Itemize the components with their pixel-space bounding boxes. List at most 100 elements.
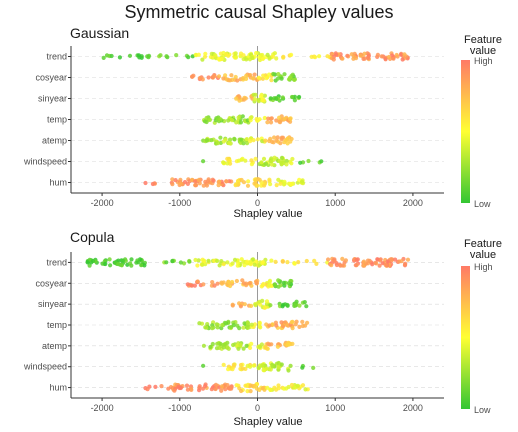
data-point bbox=[197, 75, 203, 81]
data-point bbox=[174, 53, 179, 58]
data-point bbox=[254, 281, 259, 286]
data-point bbox=[297, 324, 302, 329]
data-point bbox=[290, 326, 295, 331]
data-point bbox=[288, 117, 293, 122]
data-point bbox=[343, 258, 348, 263]
data-point bbox=[257, 55, 262, 60]
data-point bbox=[253, 156, 258, 161]
data-point bbox=[257, 117, 262, 122]
feature-label: sinyear bbox=[38, 299, 67, 309]
legend-colorbar bbox=[461, 60, 470, 203]
data-point bbox=[136, 53, 141, 58]
data-point bbox=[239, 137, 244, 142]
data-point bbox=[266, 282, 272, 288]
data-point bbox=[375, 52, 380, 58]
data-point bbox=[152, 181, 157, 186]
data-point bbox=[119, 263, 124, 268]
data-point bbox=[255, 183, 260, 188]
data-point bbox=[185, 282, 190, 287]
data-point bbox=[250, 76, 256, 81]
data-point bbox=[238, 362, 244, 368]
data-point bbox=[248, 259, 253, 265]
data-point bbox=[267, 323, 272, 328]
data-point bbox=[297, 303, 302, 308]
legend: Feature value High Low bbox=[461, 34, 502, 209]
data-point bbox=[282, 116, 287, 121]
data-point bbox=[255, 137, 260, 142]
data-point bbox=[379, 54, 384, 59]
data-point bbox=[268, 120, 274, 125]
data-point bbox=[252, 383, 257, 388]
data-point bbox=[312, 258, 317, 263]
data-point bbox=[244, 137, 249, 142]
data-point bbox=[252, 262, 257, 267]
data-point bbox=[289, 94, 295, 100]
data-point bbox=[187, 259, 192, 264]
data-point bbox=[116, 261, 121, 267]
data-point bbox=[231, 362, 236, 367]
data-point bbox=[353, 263, 358, 268]
data-point bbox=[204, 183, 210, 188]
data-point bbox=[252, 322, 257, 327]
data-point bbox=[203, 384, 208, 389]
data-point bbox=[261, 281, 266, 287]
data-point bbox=[238, 120, 243, 125]
feature-label: atemp bbox=[42, 341, 67, 351]
data-point bbox=[227, 386, 232, 391]
data-point bbox=[244, 57, 249, 62]
data-point bbox=[292, 77, 297, 82]
data-point bbox=[248, 115, 253, 121]
data-point bbox=[224, 52, 229, 57]
data-point bbox=[274, 56, 279, 61]
data-point bbox=[236, 182, 241, 187]
legend-low-label: Low bbox=[474, 199, 491, 209]
data-point bbox=[254, 386, 260, 391]
data-point bbox=[272, 282, 277, 287]
data-point bbox=[178, 181, 183, 186]
data-point bbox=[258, 325, 263, 330]
data-point bbox=[207, 117, 212, 122]
data-point bbox=[262, 93, 267, 98]
x-tick-label: 0 bbox=[255, 403, 260, 413]
data-point bbox=[279, 362, 284, 367]
data-point bbox=[227, 141, 232, 146]
data-point bbox=[206, 75, 211, 80]
data-point bbox=[402, 52, 407, 57]
legend-colorbar bbox=[461, 266, 470, 409]
data-point bbox=[267, 177, 272, 182]
data-point bbox=[217, 263, 222, 268]
data-point bbox=[281, 324, 286, 329]
feature-label: hum bbox=[49, 178, 67, 188]
data-point bbox=[260, 76, 265, 81]
data-point bbox=[270, 54, 275, 59]
data-point bbox=[278, 141, 283, 146]
data-point bbox=[206, 258, 211, 263]
data-point bbox=[210, 280, 215, 285]
x-tick-label: -2000 bbox=[91, 198, 114, 208]
data-point bbox=[139, 263, 144, 268]
data-point bbox=[85, 260, 90, 265]
data-point bbox=[223, 387, 228, 392]
panel-title: Gaussian bbox=[70, 25, 129, 41]
data-point bbox=[241, 259, 246, 264]
data-point bbox=[224, 179, 229, 184]
data-point bbox=[377, 263, 382, 268]
data-point bbox=[263, 138, 268, 143]
feature-label: temp bbox=[47, 320, 67, 330]
data-point bbox=[282, 72, 287, 77]
data-point bbox=[237, 326, 242, 331]
data-point bbox=[158, 53, 163, 58]
data-point bbox=[236, 158, 241, 163]
data-point bbox=[193, 179, 198, 184]
data-point bbox=[279, 76, 284, 81]
grid bbox=[71, 252, 444, 398]
data-point bbox=[241, 281, 247, 286]
data-point bbox=[244, 73, 249, 78]
data-point bbox=[216, 74, 222, 79]
data-point bbox=[194, 183, 199, 188]
data-point bbox=[257, 177, 262, 182]
data-point bbox=[240, 156, 245, 161]
data-point bbox=[257, 321, 262, 326]
data-point bbox=[225, 383, 230, 388]
